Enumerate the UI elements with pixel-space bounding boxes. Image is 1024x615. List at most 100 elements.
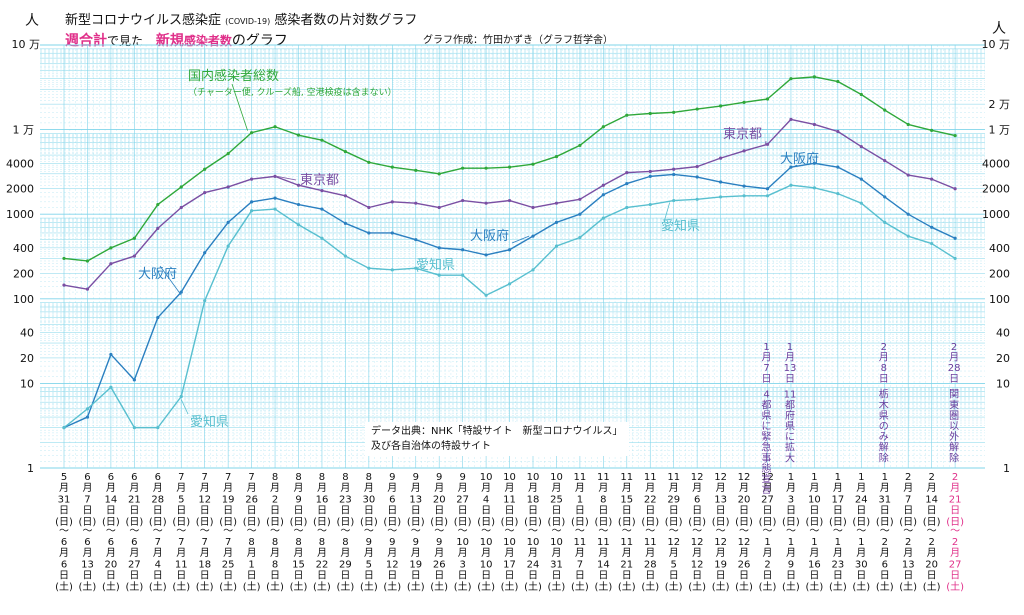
- x-tick-label: (日): [829, 517, 847, 528]
- x-tick-label: 14: [597, 559, 610, 570]
- x-tick-label: 日: [223, 571, 233, 582]
- x-tick-label: (土): [430, 580, 448, 593]
- x-tick-label: 〜: [364, 526, 374, 537]
- point-tokyo: [296, 183, 301, 187]
- y-tick-label-left: 1: [27, 462, 34, 475]
- x-tick-label: 13: [902, 559, 915, 570]
- x-tick-label: (土): [102, 580, 120, 593]
- x-tick-label: (土): [501, 580, 519, 593]
- x-tick-label: 24: [527, 559, 540, 570]
- x-tick-label: (日): [430, 517, 448, 528]
- point-tokyo: [156, 226, 160, 230]
- x-tick-label: 日: [82, 506, 92, 517]
- x-tick-label: 10: [480, 472, 493, 483]
- y-tick-label-left: 2000: [6, 183, 34, 196]
- x-tick-label: 月: [129, 547, 139, 559]
- x-tick-label: 日: [59, 571, 69, 582]
- point-osaka: [742, 184, 746, 188]
- x-tick-label: 12: [386, 559, 399, 570]
- y-tick-label-right: 2 万: [989, 98, 1011, 111]
- x-tick-label: 6: [882, 559, 888, 570]
- point-tokyo: [953, 187, 957, 191]
- x-tick-label: 日: [200, 506, 210, 517]
- chart-title: 新型コロナウイルス感染症 (COVID-19) 感染者数の片対数グラフ: [65, 9, 417, 28]
- x-tick-label: (土): [219, 580, 237, 593]
- x-tick-label: 31: [58, 494, 71, 505]
- x-tick-label: 月: [82, 547, 92, 559]
- point-aichi: [648, 202, 652, 207]
- x-tick-label: 日: [270, 571, 280, 582]
- x-tick-label: 11: [597, 537, 610, 548]
- point-tokyo: [765, 142, 770, 146]
- x-tick-label: (土): [383, 580, 401, 593]
- point-osaka: [765, 187, 770, 191]
- point-national: [343, 149, 347, 154]
- x-tick-label: 1: [248, 559, 254, 570]
- x-tick-label: (土): [243, 580, 261, 593]
- x-tick-label: 解: [879, 441, 889, 454]
- point-national: [883, 108, 887, 112]
- x-tick-label: 日: [786, 506, 796, 517]
- source-line-1: データ出典：NHK「特設サイト 新型コロナウイルス」: [371, 426, 623, 437]
- point-osaka: [437, 246, 441, 250]
- point-aichi: [812, 186, 817, 190]
- point-aichi: [109, 385, 113, 389]
- x-tick-label: 9: [295, 494, 301, 505]
- x-tick-label: 日: [762, 374, 772, 385]
- x-tick-label: 12: [691, 472, 704, 483]
- x-tick-label: 2: [951, 342, 957, 353]
- point-osaka: [695, 175, 699, 179]
- point-national: [648, 111, 652, 116]
- x-tick-label: 10: [480, 537, 493, 548]
- point-aichi: [250, 209, 254, 213]
- x-tick-label: 月: [786, 482, 796, 494]
- x-tick-label: 日: [317, 506, 327, 517]
- point-osaka: [789, 165, 793, 169]
- x-tick-label: 日: [739, 506, 749, 517]
- credit-text: グラフ作成：竹田かずき（グラフ哲学舎）: [423, 35, 613, 46]
- x-tick-label: 急: [762, 441, 772, 454]
- x-tick-label: 月: [505, 482, 515, 494]
- point-osaka: [85, 415, 90, 419]
- x-tick-label: 〜: [575, 526, 585, 537]
- x-tick-label: 3: [459, 559, 465, 570]
- x-tick-label: 1: [811, 537, 817, 548]
- point-national: [109, 246, 113, 250]
- x-tick-label: 1: [763, 342, 769, 353]
- x-tick-label: 日: [551, 506, 561, 517]
- point-tokyo: [109, 262, 113, 266]
- x-tick-label: 2: [952, 472, 958, 483]
- x-tick-label: 6: [108, 472, 114, 483]
- point-tokyo: [719, 156, 723, 160]
- point-tokyo: [742, 149, 746, 153]
- x-tick-label: (土): [712, 580, 730, 593]
- point-osaka: [226, 220, 230, 224]
- x-tick-label: 27: [949, 559, 962, 570]
- x-tick-label: 25: [222, 559, 235, 570]
- x-tick-label: 31: [550, 559, 563, 570]
- x-tick-label: (日): [852, 517, 870, 528]
- x-tick-label: 4: [155, 559, 161, 570]
- x-tick-label: 11: [644, 472, 657, 483]
- x-tick-label: 月: [762, 352, 772, 364]
- x-tick-label: (土): [407, 580, 425, 593]
- x-tick-label: 〜: [481, 526, 491, 537]
- point-aichi: [836, 192, 840, 196]
- x-tick-label: 17: [831, 494, 844, 505]
- x-tick-label: 11: [667, 472, 680, 483]
- point-national: [320, 138, 324, 142]
- title-rest: 感染者数の片対数グラフ: [274, 13, 418, 28]
- series-lines: [62, 75, 957, 430]
- x-tick-label: 11: [644, 537, 657, 548]
- x-tick-label: 21: [949, 494, 962, 505]
- y-tick-label-right: 40: [996, 326, 1010, 339]
- x-tick-label: 月: [692, 482, 702, 494]
- x-tick-label: 15: [620, 494, 633, 505]
- x-tick-label: 7: [202, 537, 208, 548]
- x-tick-label: み: [879, 432, 889, 443]
- x-tick-label: 日: [106, 506, 116, 517]
- x-tick-label: 26: [738, 559, 751, 570]
- x-tick-label: 21: [128, 494, 141, 505]
- point-aichi: [179, 394, 183, 399]
